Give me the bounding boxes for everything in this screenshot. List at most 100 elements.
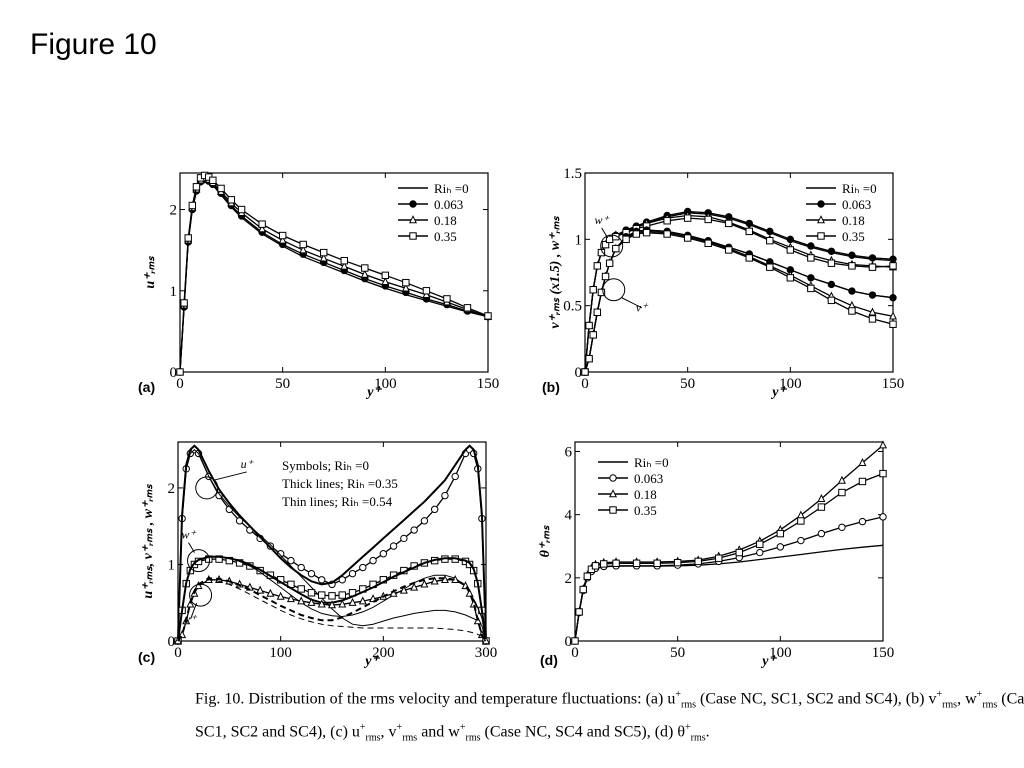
data-marker [287,556,295,565]
y-axis-label: u⁺ᵣₘₛ [143,256,158,289]
data-marker [642,229,651,237]
data-marker [420,579,429,588]
data-marker [605,259,614,267]
data-marker [786,274,795,282]
x-axis-label: y⁺ [365,385,382,400]
x-tick-label: 0 [176,376,184,392]
x-tick-label: 0 [174,645,182,661]
data-marker [786,246,795,254]
y-tick-label: 1 [575,232,583,248]
annotation-circle [600,234,624,258]
data-marker [837,475,846,484]
data-marker [889,255,897,263]
x-tick-label: 100 [374,376,397,392]
data-marker [889,294,897,302]
legend-label: Riₕ =0 [842,181,877,196]
x-tick-label: 100 [779,376,802,392]
data-marker [796,510,805,519]
y-tick-label: 4 [565,508,573,524]
y-tick-label: 1 [168,557,176,573]
data-marker [451,472,459,481]
data-marker [422,287,431,295]
series-line [584,229,894,373]
data-marker [348,569,357,578]
legend-label: Thin lines; Riₕ =0.54 [282,494,393,509]
data-marker [612,559,620,567]
legend-marker [409,200,417,208]
data-marker [379,550,388,558]
annotation-label: u⁺ [241,457,255,471]
data-marker [338,599,347,608]
data-marker [632,230,641,238]
legend-label: 0.063 [434,197,463,212]
x-tick-label: 0 [571,645,579,661]
caption-sub: rms [465,732,481,744]
data-marker [879,513,887,521]
caption-sub: rms [365,732,381,744]
series-line [574,472,884,642]
data-marker [297,596,306,605]
data-marker [575,608,583,616]
data-marker [401,283,410,292]
data-marker [399,585,408,594]
data-marker [585,355,593,363]
data-marker [889,262,897,270]
caption-text: SC1, SC2 and SC4), (c) u [195,722,360,740]
data-marker [612,244,620,253]
data-marker [194,581,203,590]
data-marker [441,491,449,500]
data-marker [307,597,316,606]
data-marker [256,585,265,594]
chart-panel-d: 0 50 100 150 0 2 4 6 y⁺ θ⁺ᵣₘₛ (d) Riₕ =00.0630.180.… [538,440,894,669]
data-marker [756,540,764,549]
legend-label: Riₕ =0 [634,455,669,470]
legend-marker [608,489,618,498]
annotation-label: v⁺ [636,301,649,315]
data-marker [600,560,608,568]
data-marker [381,277,390,286]
data-marker [318,576,326,584]
chart-panel-c: 0 100 200 300 0 1 2 y⁺ u⁺ᵣₘₛ, v⁺ᵣₘₛ , w⁺ᵣₘₛ (c) Sy… [138,441,498,669]
caption-sub: rms [982,699,998,711]
caption-text: (Case NC, [1001,690,1024,708]
data-marker [589,286,597,294]
data-marker [745,254,753,262]
caption-text: (Case NC, SC1, SC2 and SC4), (b) v [695,690,937,708]
data-marker [180,299,188,307]
legend-marker [609,474,617,482]
y-tick-label: 1.5 [563,166,582,182]
data-marker [184,234,192,242]
data-marker [410,526,418,534]
plot-frame [584,172,894,373]
caption-text: , v [380,722,397,740]
data-marker [868,291,877,299]
annotation-leader [621,297,642,309]
plot-frame [179,172,489,373]
data-marker [400,534,408,543]
data-marker [369,556,377,565]
data-marker [299,240,307,249]
legend-marker [817,232,825,240]
data-marker [817,494,826,503]
y-tick-label: 0 [565,634,573,650]
data-marker [430,576,439,585]
data-marker [217,184,225,193]
annotation-circle [187,549,211,573]
data-marker [278,231,287,240]
data-marker [797,517,805,525]
data-marker [766,227,774,236]
data-marker [299,245,308,254]
data-marker [358,596,367,605]
data-marker [868,307,877,316]
data-marker [663,230,671,238]
y-tick-label: 2 [170,203,178,219]
x-tick-label: 300 [475,645,498,661]
legend-label: 0.18 [842,213,865,228]
data-marker [297,585,305,593]
data-marker [879,469,887,478]
data-marker [361,264,369,272]
data-marker [601,240,610,249]
caption-sub: rms [690,732,706,744]
x-tick-label: 200 [372,645,395,661]
data-marker [683,234,692,242]
